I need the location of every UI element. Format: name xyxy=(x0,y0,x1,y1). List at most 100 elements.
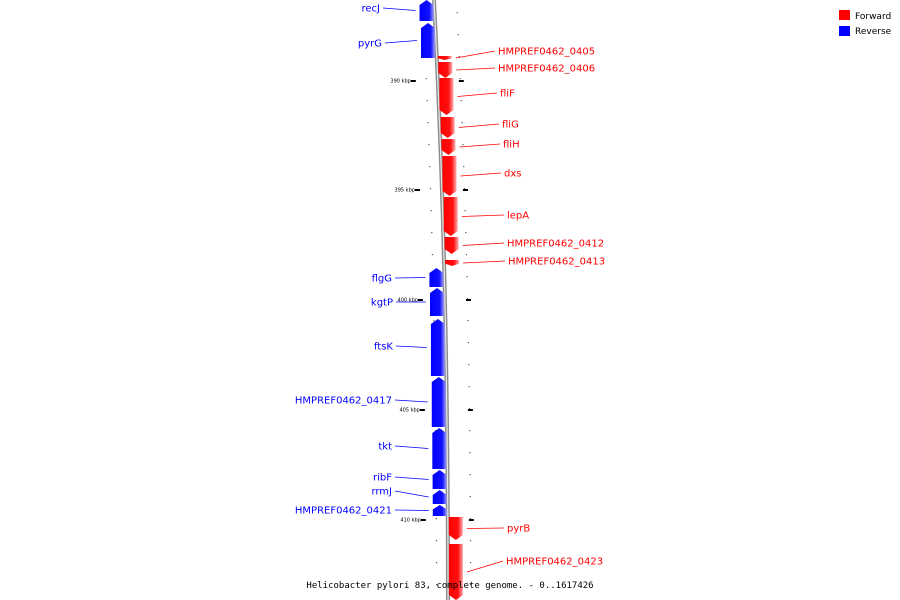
scale-label: 405 kbp xyxy=(399,408,419,414)
gene-arrow[interactable] xyxy=(441,139,456,155)
gene-tkt[interactable]: tkt xyxy=(378,428,447,469)
gene-connector xyxy=(459,143,501,148)
minor-tick xyxy=(457,34,459,36)
gene-label[interactable]: pyrG xyxy=(358,39,382,50)
minor-tick xyxy=(469,474,471,476)
gene-hmpref0462_0405[interactable]: HMPREF0462_0405 xyxy=(437,47,595,61)
gene-arrow[interactable] xyxy=(432,490,447,504)
scale-tick xyxy=(414,189,420,191)
minor-tick xyxy=(469,562,472,564)
minor-tick xyxy=(428,144,430,146)
minor-tick xyxy=(435,562,438,564)
gene-arrow[interactable] xyxy=(430,319,445,376)
gene-label[interactable]: pyrB xyxy=(507,524,530,535)
gene-label[interactable]: fliH xyxy=(503,140,520,151)
gene-ftsk[interactable]: ftsK xyxy=(374,319,445,376)
gene-flih[interactable]: fliH xyxy=(441,139,520,155)
gene-arrow[interactable] xyxy=(429,268,444,287)
gene-label[interactable]: flgG xyxy=(372,274,392,285)
gene-connector xyxy=(394,277,426,279)
gene-connector xyxy=(384,40,418,44)
gene-label[interactable]: ribF xyxy=(373,473,392,484)
gene-hmpref0462_0421[interactable]: HMPREF0462_0421 xyxy=(295,505,447,517)
gene-label[interactable]: HMPREF0462_0417 xyxy=(295,396,392,407)
gene-recj[interactable]: recJ xyxy=(362,0,434,21)
gene-label[interactable]: fliG xyxy=(502,120,519,131)
gene-arrow[interactable] xyxy=(439,78,454,115)
gene-hmpref0462_0423[interactable]: HMPREF0462_0423 xyxy=(448,544,603,600)
minor-tick xyxy=(463,188,466,190)
gene-arrow[interactable] xyxy=(432,428,447,469)
gene-label[interactable]: fliF xyxy=(500,89,515,100)
gene-features: recJ pyrG HMPREF0462_0405 HMPREF0462_0406fl… xyxy=(295,0,605,600)
minor-tick xyxy=(459,78,461,80)
gene-hmpref0462_0406[interactable]: HMPREF0462_0406 xyxy=(438,62,595,78)
gene-hmpref0462_0412[interactable]: HMPREF0462_0412 xyxy=(444,237,605,254)
gene-flig[interactable]: fliG xyxy=(440,117,519,138)
minor-tick xyxy=(469,584,472,586)
gene-arrow[interactable] xyxy=(442,156,457,196)
gene-label[interactable]: HMPREF0462_0423 xyxy=(506,557,603,568)
legend-forward-swatch xyxy=(839,10,850,20)
gene-label[interactable]: ftsK xyxy=(374,342,393,353)
gene-flgg[interactable]: flgG xyxy=(372,268,444,287)
gene-label[interactable]: HMPREF0462_0406 xyxy=(498,64,595,75)
gene-kgtp[interactable]: kgtP xyxy=(371,288,444,316)
gene-arrow[interactable] xyxy=(448,544,463,600)
gene-lepa[interactable]: lepA xyxy=(443,197,530,236)
gene-connector xyxy=(466,527,505,529)
gene-label[interactable]: tkt xyxy=(378,442,392,453)
gene-dxs[interactable]: dxs xyxy=(442,156,521,196)
gene-arrow[interactable] xyxy=(431,377,446,427)
gene-label[interactable]: dxs xyxy=(504,169,521,180)
gene-arrow[interactable] xyxy=(432,470,447,489)
genome-backbone xyxy=(432,0,450,600)
gene-label[interactable]: recJ xyxy=(362,4,381,15)
gene-ribf[interactable]: ribF xyxy=(373,470,447,489)
gene-arrow[interactable] xyxy=(440,117,455,138)
gene-label[interactable]: HMPREF0462_0421 xyxy=(295,506,392,517)
genome-caption: Helicobacter pylori 83, complete genome.… xyxy=(306,581,593,591)
minor-tick xyxy=(427,122,429,124)
minor-tick xyxy=(426,100,428,102)
gene-arrow[interactable] xyxy=(444,237,459,254)
gene-label[interactable]: HMPREF0462_0405 xyxy=(498,47,595,58)
scale-tick xyxy=(458,80,464,82)
gene-arrow[interactable] xyxy=(420,23,435,58)
gene-label[interactable]: lepA xyxy=(507,211,529,222)
minor-tick xyxy=(461,122,463,124)
gene-connector xyxy=(466,560,504,573)
gene-label[interactable]: HMPREF0462_0412 xyxy=(507,239,604,250)
gene-arrow[interactable] xyxy=(448,517,463,540)
legend-forward-label: Forward xyxy=(855,12,891,22)
gene-arrow[interactable] xyxy=(443,197,458,236)
minor-tick xyxy=(468,364,470,366)
gene-connector xyxy=(458,123,500,128)
gene-flif[interactable]: fliF xyxy=(439,78,515,115)
minor-tick xyxy=(469,518,472,520)
gene-hmpref0462_0413[interactable]: HMPREF0462_0413 xyxy=(445,257,605,268)
gene-label[interactable]: HMPREF0462_0413 xyxy=(508,257,605,268)
gene-arrow[interactable] xyxy=(419,0,434,21)
gene-label[interactable]: rrmJ xyxy=(371,487,392,498)
gene-arrow[interactable] xyxy=(437,56,452,60)
gene-pyrg[interactable]: pyrG xyxy=(358,23,435,58)
minor-tick xyxy=(467,320,469,322)
gene-hmpref0462_0417[interactable]: HMPREF0462_0417 xyxy=(295,377,446,427)
gene-connector xyxy=(394,445,429,449)
minor-tick xyxy=(435,518,438,520)
gene-arrow[interactable] xyxy=(429,288,444,316)
gene-arrow[interactable] xyxy=(438,62,453,78)
scale-tick xyxy=(462,189,468,191)
gene-arrow[interactable] xyxy=(445,260,460,266)
gene-label[interactable]: kgtP xyxy=(371,298,393,309)
minor-tick xyxy=(465,232,467,234)
minor-tick xyxy=(467,342,470,344)
minor-tick xyxy=(429,188,432,190)
gene-pyrb[interactable]: pyrB xyxy=(448,517,531,540)
minor-tick xyxy=(468,386,470,388)
gene-rrmj[interactable]: rrmJ xyxy=(371,487,447,505)
gene-connector xyxy=(457,92,498,97)
gene-arrow[interactable] xyxy=(432,505,447,516)
